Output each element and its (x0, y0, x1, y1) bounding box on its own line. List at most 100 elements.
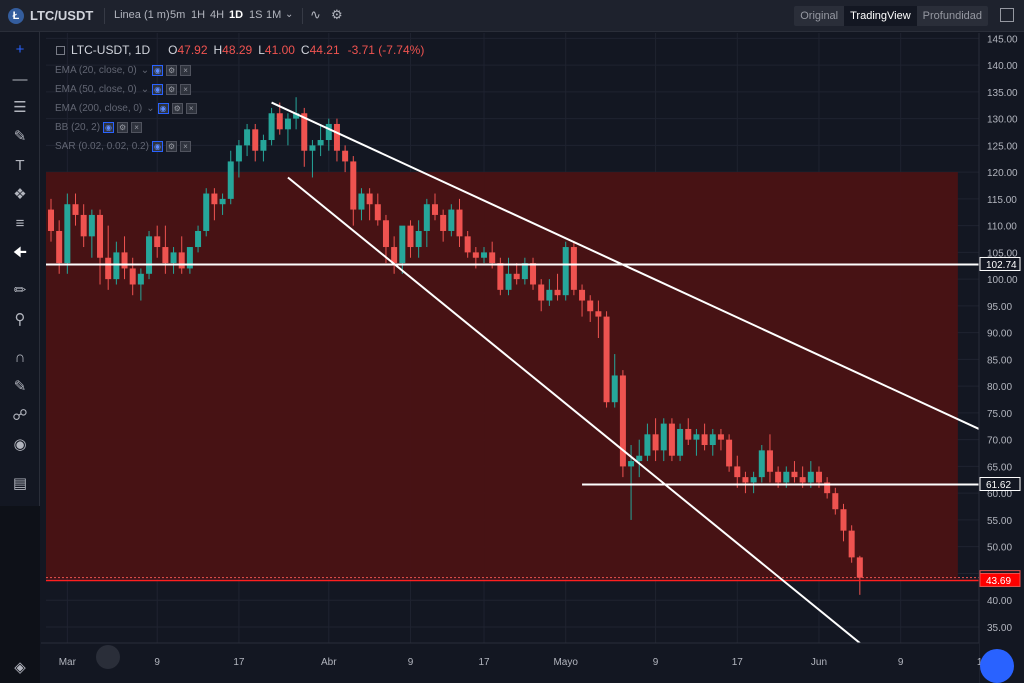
close-icon[interactable]: × (131, 121, 143, 133)
timeframe-1s[interactable]: 1S (249, 9, 263, 21)
candle-body (374, 204, 381, 221)
gear-icon[interactable]: ⚙ (117, 121, 129, 133)
candle-body (195, 230, 202, 248)
ruler-icon[interactable]: ✏ (13, 282, 27, 299)
candle-body (766, 450, 773, 472)
candle-body (333, 123, 340, 151)
time-tick-label: Abr (321, 657, 337, 668)
chat-support-icon[interactable] (980, 649, 1014, 683)
candle-body (178, 252, 185, 269)
low-label: L (258, 43, 265, 57)
candle-body (260, 140, 267, 151)
price-tick-label: 60.00 (987, 489, 1012, 500)
eye-icon[interactable]: ◉ (152, 83, 164, 95)
timeframe-line[interactable]: Linea (1 m) (114, 9, 170, 21)
indicator-label: EMA (50, close, 0) (55, 83, 137, 95)
chevron-down-icon[interactable]: ⌄ (140, 83, 150, 95)
candle-body (758, 450, 765, 478)
time-tick-label: 9 (408, 657, 414, 668)
timeframe-1m[interactable]: 1M (266, 9, 282, 21)
symbol-title[interactable]: LTC/USDT (30, 8, 94, 23)
candle-body (227, 161, 234, 199)
lock-drawing-icon[interactable]: ✎ (13, 378, 27, 395)
indicator-ema200[interactable]: EMA (200, close, 0) ⌄ ◉ ⚙ × (55, 102, 197, 114)
eye-icon[interactable]: ◉ (151, 140, 163, 152)
chevron-down-icon[interactable]: ⌄ (140, 64, 150, 76)
gear-icon[interactable]: ⚙ (165, 140, 177, 152)
candle-body (799, 477, 806, 483)
pattern-icon[interactable]: ❖ (13, 186, 27, 203)
gear-icon[interactable]: ⚙ (331, 7, 343, 22)
chevron-down-icon[interactable]: ⌄ (285, 9, 294, 20)
divider (302, 8, 303, 24)
candle-body (668, 423, 675, 456)
chart-type-icon[interactable]: ∿ (310, 7, 321, 22)
zoom-icon[interactable]: ⚲ (14, 311, 26, 328)
view-depth[interactable]: Profundidad (922, 10, 982, 22)
candle-body (121, 252, 128, 269)
candle-body (80, 214, 87, 237)
low-value: 41.00 (264, 43, 295, 57)
indicator-bb[interactable]: BB (20, 2) ◉ ⚙ × (55, 121, 143, 133)
price-tick-label: 110.00 (987, 222, 1017, 233)
price-tick-label: 55.00 (987, 516, 1012, 527)
close-icon[interactable]: × (180, 64, 192, 76)
candle-body (154, 236, 161, 248)
indicator-ema20[interactable]: EMA (20, close, 0) ⌄ ◉ ⚙ × (55, 64, 192, 76)
magnet-icon[interactable]: ∩ (14, 349, 26, 366)
gear-icon[interactable]: ⚙ (171, 102, 183, 114)
support-resistance-zone (46, 172, 958, 579)
collapse-legend-icon[interactable] (56, 45, 65, 55)
candle-body (840, 509, 847, 531)
tradingview-logo-icon[interactable] (96, 645, 120, 669)
candle-body (538, 284, 545, 301)
time-tick-label: Jun (811, 657, 827, 668)
brush-icon[interactable]: ✎ (13, 128, 27, 145)
candle-body (848, 530, 855, 558)
eye-icon[interactable]: ◉ (152, 64, 164, 76)
gear-icon[interactable]: ⚙ (166, 64, 178, 76)
close-icon[interactable]: × (185, 102, 197, 114)
candle-body (211, 193, 218, 205)
candle-body (399, 225, 406, 264)
close-icon[interactable]: × (180, 83, 192, 95)
gear-icon[interactable]: ⚙ (166, 83, 178, 95)
price-tick-label: 70.00 (987, 436, 1012, 447)
candle-body (628, 461, 635, 467)
indicator-label: SAR (0.02, 0.02, 0.2) (55, 140, 149, 152)
fib-icon[interactable]: ☰ (13, 99, 27, 116)
arrow-left-icon[interactable]: 🠈 (13, 244, 27, 261)
chart-area[interactable]: 35.0040.0045.0050.0055.0060.0065.0070.00… (41, 33, 1024, 683)
layers-icon[interactable]: ◈ (14, 659, 26, 676)
eye-icon[interactable]: ◉ (13, 436, 27, 453)
fullscreen-icon[interactable] (1000, 8, 1014, 22)
text-icon[interactable]: T (15, 157, 25, 174)
chevron-down-icon[interactable]: ⌄ (146, 102, 155, 114)
indicator-sar[interactable]: SAR (0.02, 0.02, 0.2) ◉ ⚙ × (55, 140, 191, 152)
candle-body (366, 193, 373, 205)
candle-body (342, 150, 349, 162)
timeframe-1d[interactable]: 1D (229, 9, 244, 21)
view-tradingview[interactable]: TradingView (844, 6, 917, 26)
price-label: 61.62 (986, 480, 1011, 491)
candle-body (611, 375, 618, 403)
candle-body (391, 247, 398, 264)
view-original[interactable]: Original (800, 10, 839, 22)
indicator-ema50[interactable]: EMA (50, close, 0) ⌄ ◉ ⚙ × (55, 83, 192, 95)
trend-line (271, 101, 991, 436)
price-tick-label: 80.00 (987, 382, 1012, 393)
trash-icon[interactable]: ▤ (12, 475, 28, 492)
eye-icon[interactable]: ◉ (157, 102, 169, 114)
candlestick-chart[interactable]: 35.0040.0045.0050.0055.0060.0065.0070.00… (41, 33, 1024, 683)
unlock-icon[interactable]: ☍ (12, 407, 28, 424)
timeframe-5m[interactable]: 5m (170, 9, 186, 21)
measure-icon[interactable]: ≡ (15, 215, 25, 232)
candle-body (472, 252, 479, 258)
close-icon[interactable]: × (179, 140, 191, 152)
timeframe-1h[interactable]: 1H (191, 9, 206, 21)
candle-body (423, 204, 430, 231)
timeframe-4h[interactable]: 4H (210, 9, 225, 21)
trend-line-icon[interactable]: ― (12, 71, 28, 88)
eye-icon[interactable]: ◉ (103, 121, 115, 133)
crosshair-icon[interactable]: + (15, 41, 25, 58)
